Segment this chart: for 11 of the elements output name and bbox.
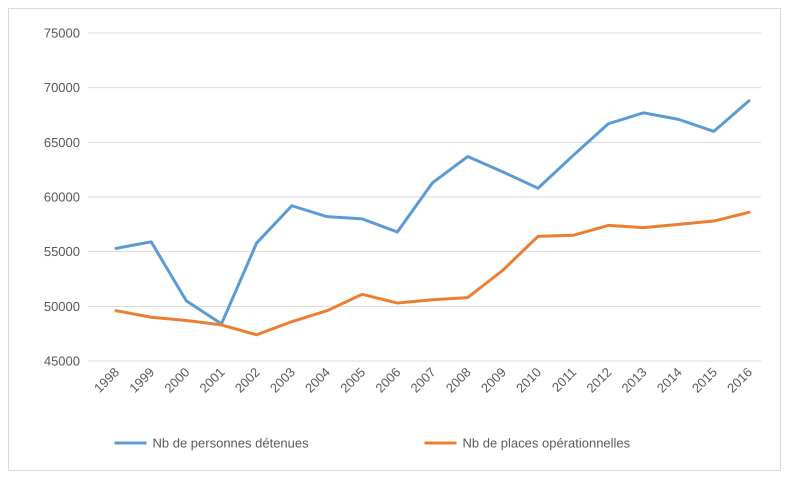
y-tick-label: 75000 — [44, 26, 80, 41]
y-tick-label: 45000 — [44, 354, 80, 369]
y-tick-label: 60000 — [44, 190, 80, 205]
y-tick-label: 70000 — [44, 80, 80, 96]
y-tick-label: 55000 — [44, 244, 80, 260]
y-tick-label: 50000 — [44, 298, 80, 314]
line-series — [114, 210, 750, 336]
legend-label: Nb de places opérationnelles — [462, 436, 631, 451]
legend-label: Nb de personnes détenues — [152, 436, 310, 451]
line-series — [114, 99, 750, 326]
y-tick-label: 65000 — [44, 134, 80, 150]
